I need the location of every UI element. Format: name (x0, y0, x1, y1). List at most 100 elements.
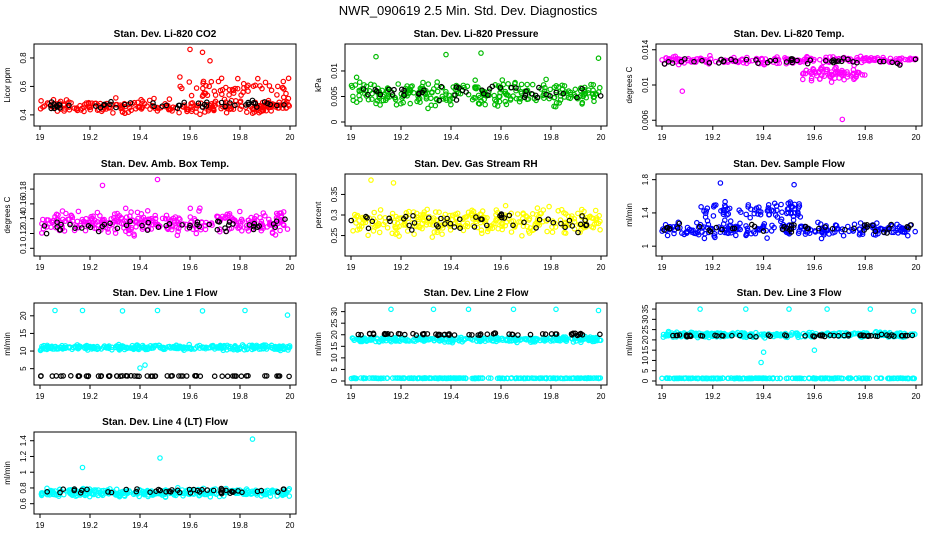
data-point (443, 97, 450, 103)
data-point (203, 103, 210, 109)
data-point (245, 88, 251, 95)
data-point (177, 83, 184, 90)
data-point (401, 87, 407, 94)
data-point (899, 332, 906, 339)
data-point (784, 206, 791, 212)
data-point (684, 224, 691, 231)
data-point (451, 332, 458, 338)
data-point (136, 493, 143, 500)
data-point (453, 84, 460, 90)
data-point (785, 200, 792, 207)
data-point (794, 57, 800, 64)
data-point (665, 58, 672, 65)
y-tick-label: 10 (19, 346, 28, 355)
data-point (515, 375, 522, 382)
data-point (284, 226, 291, 232)
data-point (439, 231, 445, 238)
y-tick-label: 0.18 (19, 181, 28, 197)
data-point (475, 92, 482, 99)
data-point (696, 223, 703, 230)
data-point (108, 98, 114, 105)
plot-frame (33, 431, 297, 515)
data-point (401, 331, 408, 338)
data-point (698, 204, 704, 210)
y-tick-label: 10 (641, 355, 650, 364)
data-point (400, 99, 407, 106)
data-point (543, 76, 549, 83)
data-point (384, 225, 391, 231)
data-point (546, 203, 552, 210)
data-point (851, 225, 857, 232)
data-point (845, 332, 852, 339)
data-point (664, 232, 671, 239)
data-point (349, 84, 356, 91)
plot-frame (344, 302, 608, 386)
data-point (240, 80, 247, 87)
data-point (828, 69, 835, 75)
data-point (555, 208, 562, 214)
data-point (360, 220, 366, 226)
data-point (729, 332, 735, 339)
data-point (105, 229, 112, 236)
data-point (685, 57, 691, 64)
data-point (222, 214, 229, 220)
data-point (176, 489, 183, 496)
data-point (493, 336, 500, 343)
data-point (676, 332, 683, 338)
data-point (169, 372, 176, 379)
data-point (909, 375, 916, 382)
data-point (236, 224, 243, 231)
data-point (745, 204, 751, 210)
y-tick-label: 0.8 (19, 52, 28, 64)
data-point (122, 110, 128, 117)
data-point (503, 101, 510, 108)
data-point (468, 210, 475, 216)
data-point (433, 96, 440, 103)
outlier-point (679, 88, 686, 95)
data-point (364, 215, 370, 221)
data-point (162, 494, 169, 501)
data-point (888, 375, 895, 382)
data-point (278, 213, 285, 219)
x-tick-label: 20 (597, 392, 606, 401)
x-tick-label: 19.6 (182, 263, 198, 272)
data-point (710, 204, 717, 210)
data-point (832, 375, 839, 382)
data-point (671, 230, 677, 237)
data-point (771, 224, 777, 231)
data-point (166, 488, 173, 495)
x-tick-label: 19.4 (132, 133, 148, 142)
data-point (113, 95, 119, 101)
data-point (542, 84, 548, 91)
data-point (186, 486, 193, 493)
data-point (829, 58, 835, 65)
data-point (166, 106, 173, 112)
data-point (124, 345, 130, 352)
data-point (389, 230, 396, 237)
data-point (704, 205, 711, 212)
data-point (281, 102, 287, 108)
data-point (515, 332, 521, 338)
x-tick-label: 20 (912, 263, 921, 272)
data-point (237, 106, 243, 113)
data-point (238, 373, 245, 380)
data-point (81, 108, 87, 115)
data-point (795, 205, 802, 211)
data-point (795, 375, 801, 382)
data-point (442, 221, 448, 227)
data-point (144, 373, 151, 379)
y-tick-label: 30 (641, 314, 650, 323)
data-point (421, 337, 428, 344)
data-point (83, 215, 89, 222)
data-point (100, 344, 107, 351)
data-point (358, 375, 364, 381)
data-point (463, 89, 469, 95)
data-point (258, 487, 265, 494)
data-point (274, 373, 280, 379)
data-point (803, 67, 810, 74)
data-point (217, 342, 224, 349)
data-point (244, 109, 250, 116)
data-point (767, 57, 774, 64)
outlier-point (142, 362, 148, 368)
data-point (400, 375, 406, 381)
